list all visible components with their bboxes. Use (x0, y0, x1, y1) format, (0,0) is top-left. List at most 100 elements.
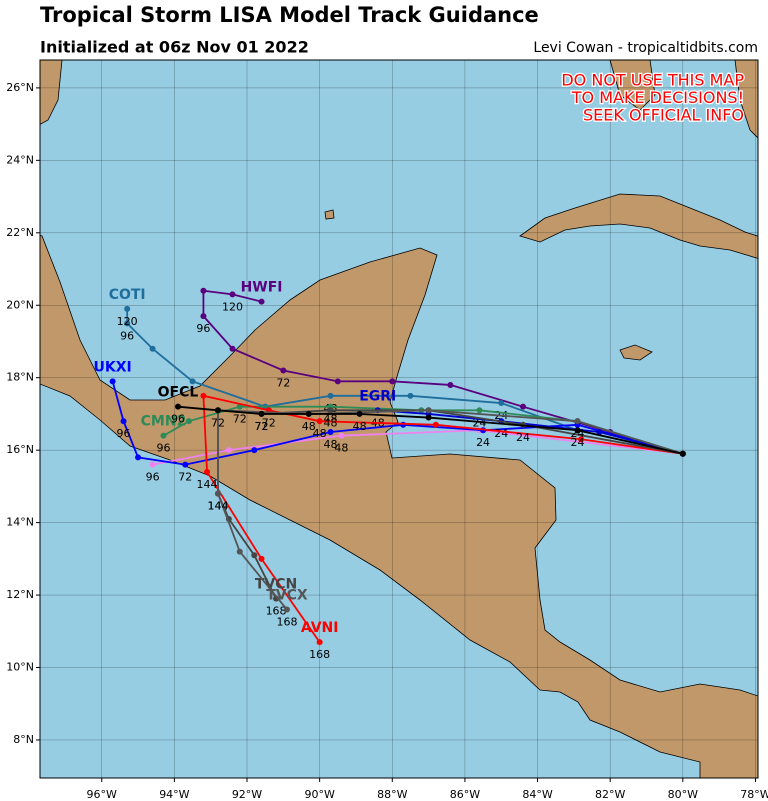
track-point (679, 450, 686, 457)
map-area: 7296120HWFI244896120COTI489624487296CMN2… (40, 60, 758, 778)
yucatan-island (324, 209, 335, 220)
track-point (334, 378, 341, 385)
hour-label: 48 (334, 442, 348, 455)
lon-tick-label: 82°W (595, 788, 625, 801)
track-point (214, 490, 221, 497)
track-line (202, 289, 684, 455)
track-point (204, 468, 211, 475)
hour-label: 120 (117, 315, 138, 328)
hour-label: 72 (211, 416, 225, 429)
track-point (327, 392, 334, 399)
hispaniola (734, 60, 758, 139)
track-point (425, 414, 432, 421)
jamaica (619, 344, 653, 361)
track-point (229, 291, 236, 298)
track-point (160, 432, 167, 439)
hour-label: 72 (255, 420, 269, 433)
warning-line: SEEK OFFICIAL INFO (583, 106, 744, 125)
track-point (520, 403, 527, 410)
title: Tropical Storm LISA Model Track Guidance (40, 3, 539, 27)
hour-label: 48 (324, 438, 338, 451)
track-point (407, 392, 414, 399)
track-point (578, 436, 585, 443)
hour-label: 24 (516, 431, 530, 444)
grid (40, 60, 758, 778)
lon-tick-label: 94°W (159, 788, 189, 801)
lon-tick-label: 96°W (87, 788, 117, 801)
lat-tick-label: 10°N (6, 661, 34, 674)
track-point (182, 461, 189, 468)
lat-tick-label: 26°N (6, 81, 34, 94)
cuba (519, 193, 758, 259)
track: 48 72 144 168 AVNI (197, 392, 686, 661)
track-point (389, 378, 396, 385)
track-point (498, 400, 505, 407)
subtitle: Initialized at 06z Nov 01 2022 (40, 38, 309, 57)
hour-label: 144 (197, 478, 218, 491)
tracks: 7296120HWFI244896120COTI489624487296CMN2… (94, 280, 686, 661)
model-name: OFCL (158, 385, 199, 401)
hour-label: 48 (324, 416, 338, 429)
credit: Levi Cowan - tropicaltidbits.com (533, 40, 758, 56)
track-point (251, 552, 258, 559)
track-point (280, 367, 287, 374)
lat-tick-label: 24°N (6, 153, 34, 166)
track-point (356, 410, 363, 417)
track: 24 48 72 96 OFCL (158, 385, 686, 457)
lon-tick-label: 90°W (304, 788, 334, 801)
hour-label: 144 (207, 500, 228, 513)
warning-line: TO MAKE DECISIONS! (571, 88, 744, 107)
lat-tick-label: 20°N (6, 298, 34, 311)
track-point (236, 403, 243, 410)
track-point (149, 461, 156, 468)
model-name: TVCX (266, 588, 308, 604)
hour-label: 168 (309, 648, 330, 661)
warning-line: DO NOT USE THIS MAP (561, 71, 744, 90)
track-point (316, 639, 323, 646)
frame (39, 59, 759, 779)
track-point (124, 305, 131, 312)
hour-label: 72 (262, 416, 276, 429)
track-point (338, 432, 345, 439)
track-point (109, 378, 116, 385)
track-point (316, 418, 323, 425)
track: 72 96 120 HWFI (196, 280, 686, 457)
track-point (283, 606, 290, 613)
track-point (214, 407, 221, 414)
hour-label: 168 (276, 616, 297, 629)
hour-label: 48 (313, 427, 327, 440)
hour-label: 48 (302, 420, 316, 433)
lon-tick-label: 78°W (740, 788, 768, 801)
track-line (111, 381, 684, 466)
model-name: TVCN (255, 577, 297, 593)
track-point (135, 454, 142, 461)
track-point (149, 345, 156, 352)
lat-tick-label: 18°N (6, 371, 34, 384)
model-name: EGRI (359, 388, 396, 404)
hour-label: 168 (266, 605, 287, 618)
hour-label: 72 (233, 413, 247, 426)
lat-tick-label: 16°N (6, 443, 34, 456)
lat-tick-label: 12°N (6, 588, 34, 601)
hour-label: 72 (178, 471, 192, 484)
track-point (200, 313, 207, 320)
track-point (258, 555, 265, 562)
track-point (258, 298, 265, 305)
hour-label: 72 (255, 420, 269, 433)
hour-label: 24 (476, 436, 490, 449)
lon-tick-label: 88°W (377, 788, 407, 801)
model-name: UKXI (94, 359, 132, 375)
track-point (327, 407, 334, 414)
hour-label: 48 (353, 420, 367, 433)
lon-tick-label: 92°W (232, 788, 262, 801)
hour-label: 96 (156, 442, 170, 455)
lon-tick-label: 86°W (450, 788, 480, 801)
florida (609, 60, 656, 111)
hour-label: 24 (571, 436, 585, 449)
track-point (200, 287, 207, 294)
track-point (236, 548, 243, 555)
track-point (200, 392, 207, 399)
